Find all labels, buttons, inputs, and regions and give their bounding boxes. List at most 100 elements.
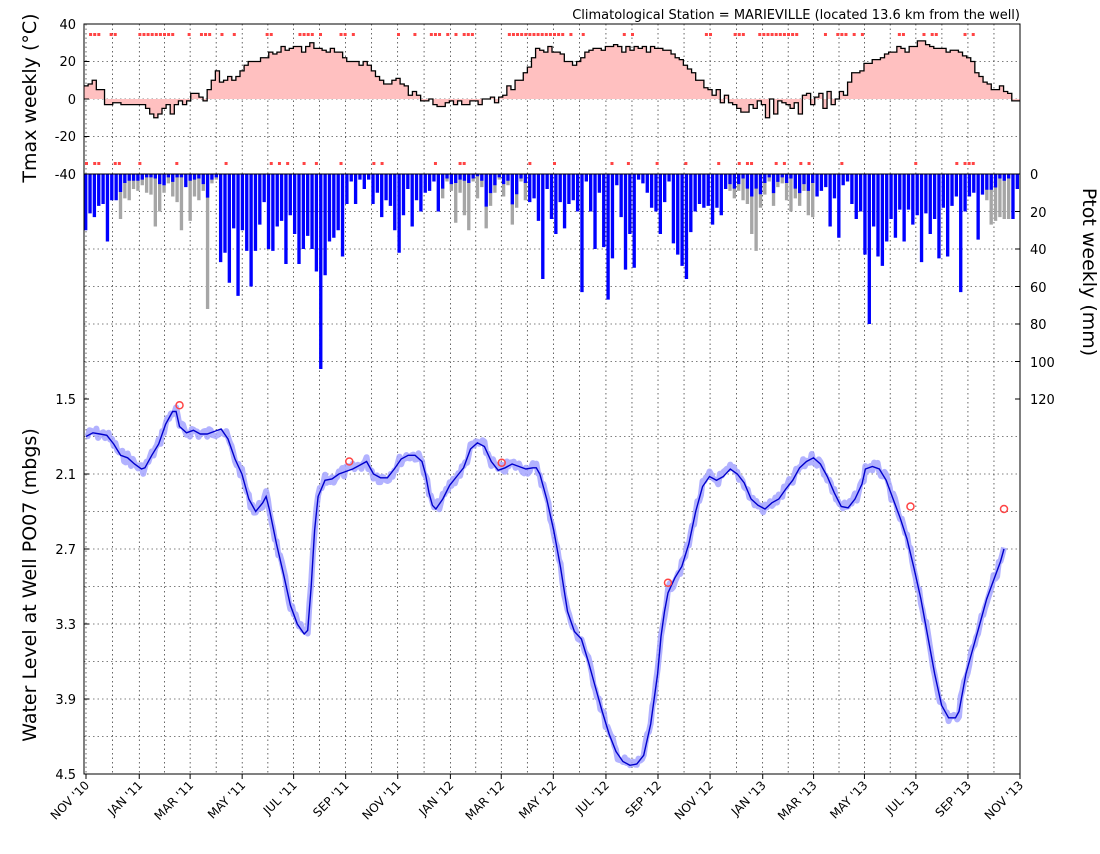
manual-measurement [175,401,184,410]
wl-ytick: 2.7 [55,543,76,558]
x-tick-label: SEP '11 [310,778,352,820]
missing-marker [286,162,290,165]
missing-marker [433,33,437,36]
rain-bar [723,174,728,189]
missing-marker [528,33,532,36]
missing-marker [610,162,614,165]
tmax-ytick: -20 [55,130,76,145]
rain-bar [667,174,671,182]
rain-bar [1006,174,1011,179]
rain-bar [227,174,232,283]
missing-marker [343,33,347,36]
rain-bar [201,174,205,185]
rain-bar [184,174,188,188]
rain-bar [497,174,501,178]
missing-marker [770,33,774,36]
rain-bar [510,174,514,205]
rain-bar [893,174,898,238]
rain-bar [84,174,88,231]
rain-bar [676,174,680,255]
rain-bar [101,174,105,204]
rain-bar [445,174,449,179]
rain-bar [915,174,919,216]
missing-marker [799,162,803,165]
ptot-ytick: 100 [1030,356,1055,371]
snow-bar [462,174,467,216]
rain-bar [619,174,623,218]
missing-marker [138,162,142,165]
rain-bar [462,174,467,181]
rain-bar [179,174,184,178]
rain-bar [654,174,658,212]
rain-bar [898,174,902,210]
rain-bar [245,174,249,251]
rain-bar [406,174,410,189]
missing-marker [532,33,536,36]
x-tick-label: JUL '11 [260,778,300,818]
snow-bar [745,174,750,204]
x-tick-label: JAN '11 [104,778,145,819]
tmax-ytick: -40 [55,168,76,183]
rain-bar [292,174,297,234]
rain-bar [837,174,841,238]
missing-marker [232,33,236,36]
missing-marker [544,33,548,36]
missing-marker [840,162,844,165]
wl-ytick: 3.3 [55,618,76,633]
rain-bar [632,174,636,268]
missing-marker [791,33,795,36]
rain-bar [436,174,440,212]
missing-marker [146,33,150,36]
rain-bar [236,174,240,296]
rain-bar [423,174,427,193]
missing-marker [766,33,770,36]
missing-marker [351,33,355,36]
snow-bar [179,174,184,231]
rain-bar [828,174,832,227]
rain-bar [871,174,876,227]
rain-bar [301,174,306,249]
missing-marker [93,162,97,165]
rain-bar [876,174,880,257]
rain-bar [802,174,806,185]
snow-bar [188,174,192,221]
rain-bar [606,174,610,300]
wl-ytick: 3.9 [55,693,76,708]
snow-bar [171,174,175,197]
wl-ytick: 1.5 [55,393,76,408]
missing-marker [561,33,565,36]
missing-marker [622,33,626,36]
rain-bar [493,174,497,186]
rain-bar [641,174,645,184]
missing-marker [852,33,856,36]
gridlines [84,23,1020,774]
rain-bar [750,174,754,197]
rain-bar [218,174,223,263]
rain-bar [776,174,780,182]
snow-bar [166,174,171,184]
manual-measurement [999,504,1009,514]
rain-bar [136,174,140,181]
rain-bar [771,174,776,194]
rain-bar [366,174,371,180]
missing-marker [158,33,162,36]
missing-marker [97,33,101,36]
missing-marker [704,33,708,36]
rain-bar [384,174,388,201]
rain-bar [419,174,423,212]
snow-bar [806,174,811,216]
rain-bar [314,174,319,272]
rain-bar [284,174,288,264]
rain-bar [1002,174,1006,181]
rain-bar [401,174,406,216]
rain-bar [732,174,737,189]
missing-marker [787,33,790,36]
rain-bar [345,174,349,204]
missing-marker [167,33,171,36]
ptot-ytick: 80 [1030,318,1047,333]
missing-marker [745,162,749,165]
missing-marker [540,33,544,36]
rain-bar [475,174,480,177]
snow-bar [205,174,210,309]
rain-bar [336,174,340,231]
